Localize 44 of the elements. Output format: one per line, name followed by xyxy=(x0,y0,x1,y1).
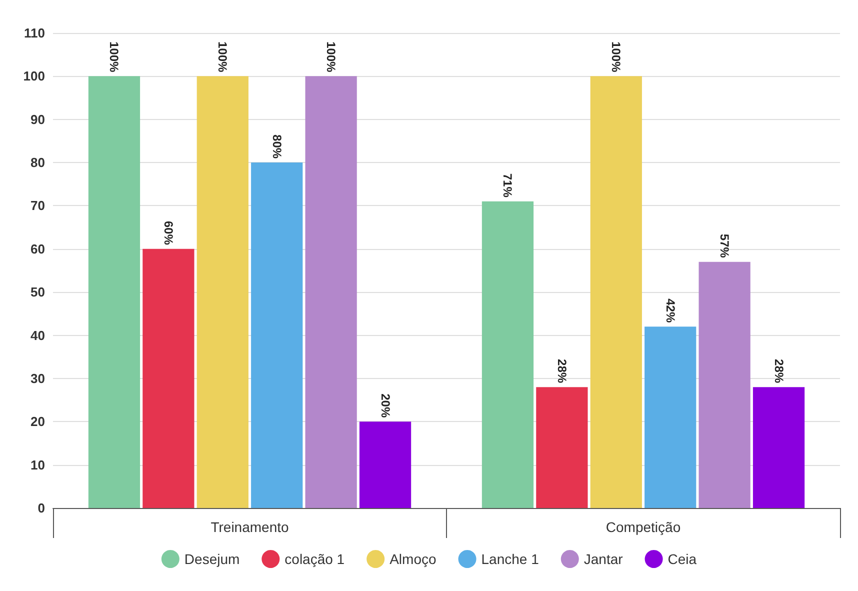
bar xyxy=(196,76,248,508)
y-tick-label: 0 xyxy=(38,500,45,516)
bar xyxy=(142,248,194,508)
legend-label: Almoço xyxy=(390,551,436,567)
data-label: 71% xyxy=(500,173,515,198)
data-label: 28% xyxy=(772,359,786,384)
data-label: 100% xyxy=(324,41,338,72)
legend-label: colação 1 xyxy=(284,551,345,567)
bar xyxy=(698,262,750,508)
y-tick-label: 30 xyxy=(30,370,45,386)
data-label: 100% xyxy=(609,41,624,72)
legend-label: Jantar xyxy=(584,551,624,567)
bar xyxy=(305,76,357,508)
bar xyxy=(644,326,696,508)
data-label: 42% xyxy=(663,298,678,323)
legend-label: Desejum xyxy=(184,551,240,567)
data-label: 60% xyxy=(161,220,176,246)
y-tick-label: 100 xyxy=(23,68,45,84)
y-tick-label: 40 xyxy=(30,328,45,343)
bar xyxy=(482,201,534,508)
bar xyxy=(88,76,140,508)
y-tick-label: 20 xyxy=(30,414,45,430)
bar xyxy=(536,387,588,508)
y-tick-label: 10 xyxy=(30,457,45,472)
y-tick-label: 70 xyxy=(30,198,45,214)
legend-label: Lanche 1 xyxy=(481,551,540,567)
x-tick-label: Treinamento xyxy=(210,519,289,535)
y-tick-label: 50 xyxy=(30,284,45,300)
data-label: 57% xyxy=(718,234,732,258)
y-tick-label: 90 xyxy=(30,112,45,127)
y-tick-label: 60 xyxy=(30,241,45,256)
x-tick-label: Competição xyxy=(606,519,681,535)
data-label: 100% xyxy=(107,41,122,72)
data-label: 80% xyxy=(270,134,284,159)
data-label: 28% xyxy=(554,359,569,384)
bar xyxy=(590,76,642,508)
y-tick-label: 110 xyxy=(24,26,45,40)
bar xyxy=(359,422,412,508)
legend-label: Ceia xyxy=(668,551,697,567)
bar xyxy=(752,387,805,508)
y-tick-label: 80 xyxy=(30,155,45,170)
data-label: 20% xyxy=(378,394,392,418)
data-label: 100% xyxy=(216,41,230,72)
bar xyxy=(251,162,303,508)
